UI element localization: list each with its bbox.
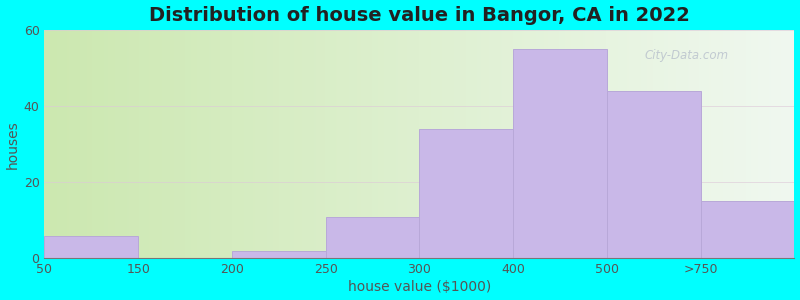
Text: City-Data.com: City-Data.com: [645, 49, 729, 62]
X-axis label: house value ($1000): house value ($1000): [348, 280, 491, 294]
Bar: [232, 251, 326, 258]
Bar: [45, 236, 138, 258]
Y-axis label: houses: houses: [6, 120, 19, 169]
Bar: [513, 49, 607, 258]
Title: Distribution of house value in Bangor, CA in 2022: Distribution of house value in Bangor, C…: [149, 6, 690, 25]
Bar: [326, 217, 419, 258]
Bar: [419, 129, 513, 258]
Bar: [607, 91, 701, 258]
Bar: [701, 201, 794, 258]
